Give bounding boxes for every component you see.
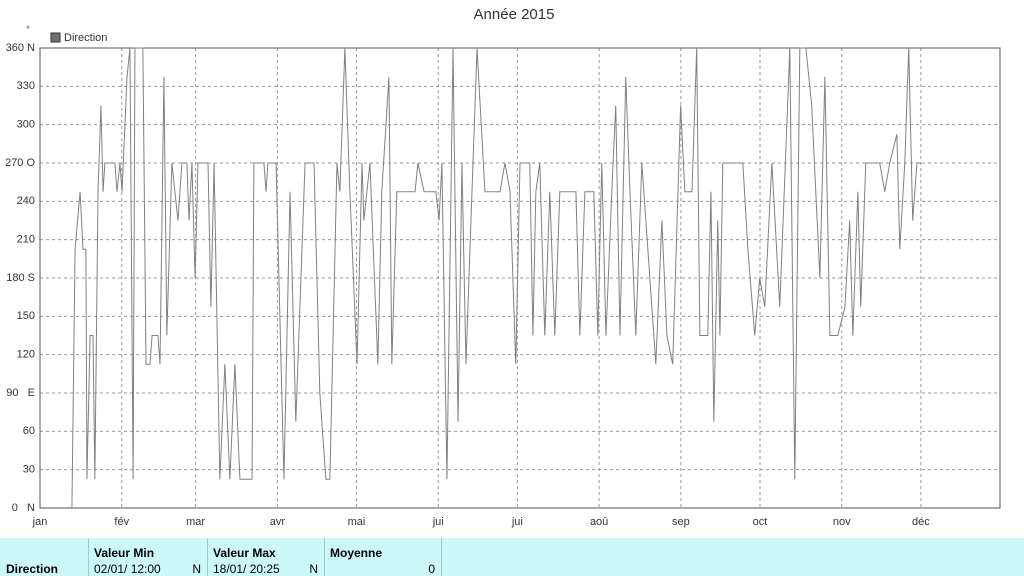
y-tick-label: 60 xyxy=(23,425,35,437)
x-tick-label: sep xyxy=(672,516,690,528)
y-tick-label: 330 xyxy=(17,80,35,92)
col-max: Valeur Max 18/01/ 20:25 N xyxy=(207,538,324,576)
value: 18/01/ 20:25 xyxy=(213,562,280,576)
y-tick-label: 0 N xyxy=(12,502,35,514)
x-tick-label: déc xyxy=(912,516,930,528)
x-tick-label: jui xyxy=(432,516,444,528)
y-tick-label: 270 O xyxy=(5,157,35,169)
y-tick-label: 240 xyxy=(17,195,35,207)
x-tick-label: jui xyxy=(511,516,523,528)
col-mean: Moyenne 0 xyxy=(324,538,442,576)
x-tick-label: oct xyxy=(753,516,768,528)
y-tick-label: 120 xyxy=(17,349,35,361)
y-tick-label: 210 xyxy=(17,234,35,246)
data-line xyxy=(71,47,921,509)
y-tick-label: 30 xyxy=(23,464,35,476)
header: Valeur Max xyxy=(213,546,276,560)
x-tick-label: fév xyxy=(114,516,129,528)
legend-label: Direction xyxy=(64,32,107,44)
value: 0 xyxy=(428,562,435,576)
x-tick-label: mar xyxy=(186,516,205,528)
x-tick-label: avr xyxy=(270,516,286,528)
row-label: Direction xyxy=(6,562,59,576)
y-tick-label: 360 N xyxy=(6,42,35,54)
x-tick-label: aoû xyxy=(590,516,608,528)
value: 02/01/ 12:00 xyxy=(94,562,161,576)
chart-title: Année 2015 xyxy=(474,6,555,23)
header: Moyenne xyxy=(330,546,383,560)
dir: N xyxy=(192,562,201,576)
stats-table: Direction Valeur Min 02/01/ 12:00 N Vale… xyxy=(0,538,1024,576)
plot-frame xyxy=(39,47,1001,509)
legend-swatch xyxy=(50,32,61,43)
header: Valeur Min xyxy=(94,546,155,560)
x-tick-label: nov xyxy=(833,516,851,528)
x-tick-label: jan xyxy=(32,516,48,528)
y-axis-label: ° xyxy=(26,24,30,34)
y-tick-label: 90 E xyxy=(6,387,35,399)
x-tick-label: mai xyxy=(348,516,366,528)
y-tick-label: 180 S xyxy=(6,272,35,284)
chart: Année 2015 ° Direction 0 N 30 60 90 E 120 150… xyxy=(5,6,1001,528)
col-min: Valeur Min 02/01/ 12:00 N xyxy=(88,538,207,576)
dir: N xyxy=(309,562,318,576)
y-tick-label: 300 xyxy=(17,119,35,131)
y-tick-label: 150 xyxy=(17,310,35,322)
